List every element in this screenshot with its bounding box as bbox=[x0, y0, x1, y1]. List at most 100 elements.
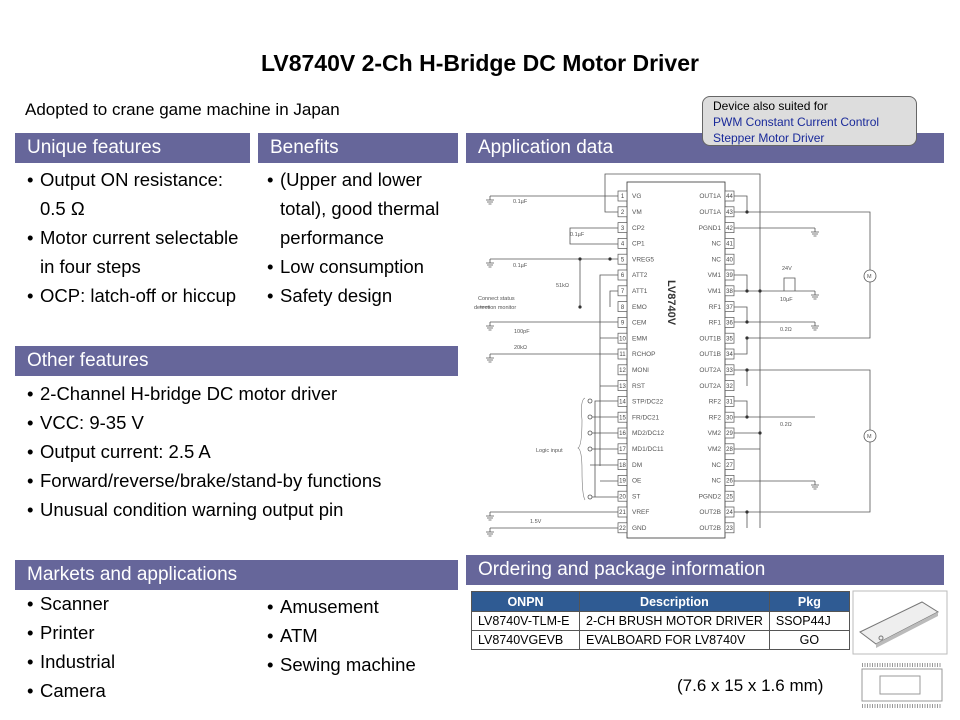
callout-line: PWM Constant Current Control bbox=[713, 115, 880, 129]
column-header: ONPN bbox=[471, 591, 580, 612]
ground-icon bbox=[811, 481, 819, 490]
svg-text:6: 6 bbox=[621, 273, 625, 279]
svg-text:11: 11 bbox=[619, 352, 626, 358]
svg-text:4: 4 bbox=[621, 242, 625, 248]
voltage-label: 24V bbox=[782, 266, 792, 272]
pin-label: CEM bbox=[632, 320, 646, 327]
list-item: ATM bbox=[267, 621, 457, 650]
ground-icon bbox=[811, 228, 819, 237]
pin-label: GND bbox=[632, 525, 647, 532]
ground-icon bbox=[486, 322, 494, 331]
pin-label: RST bbox=[632, 383, 645, 390]
pin-label: OUT2A bbox=[699, 367, 721, 374]
pin-label: ST bbox=[632, 493, 640, 500]
package-image bbox=[852, 590, 948, 708]
unique-features-header: Unique features bbox=[15, 133, 250, 163]
pin: 10 EMM 35 OUT1B bbox=[617, 332, 735, 344]
pin-label: EMO bbox=[632, 304, 647, 311]
application-schematic: 0.1µF 0.1µF 0.1µF 51kΩ Connect status de… bbox=[474, 173, 877, 539]
svg-text:34: 34 bbox=[726, 352, 733, 358]
pin-label: OE bbox=[632, 478, 642, 485]
list-item: Motor current selectable in four steps bbox=[27, 223, 252, 281]
pin-label: VREG5 bbox=[632, 256, 654, 263]
table-cell: SSOP44J bbox=[768, 611, 850, 631]
table-cell: GO bbox=[768, 630, 850, 650]
pin-label: OUT1B bbox=[699, 335, 721, 342]
svg-text:9: 9 bbox=[621, 321, 625, 327]
pin-label: OUT1A bbox=[699, 209, 721, 216]
pin-label: PGND1 bbox=[699, 225, 722, 232]
list-item: Camera bbox=[27, 676, 227, 705]
svg-text:37: 37 bbox=[726, 305, 733, 311]
pin-label: RF2 bbox=[709, 399, 722, 406]
list-item: VCC: 9-35 V bbox=[27, 408, 457, 437]
svg-text:31: 31 bbox=[726, 400, 733, 406]
pin: 9 CEM 36 RF1 bbox=[617, 317, 735, 328]
svg-text:21: 21 bbox=[619, 510, 626, 516]
resistor-label: 0.2Ω bbox=[780, 327, 792, 333]
ground-icon bbox=[486, 512, 494, 521]
cap-label: 0.1µF bbox=[513, 263, 528, 269]
svg-text:40: 40 bbox=[726, 257, 733, 263]
logic-input-label: Logic input bbox=[536, 448, 563, 454]
benefits-header: Benefits bbox=[258, 133, 458, 163]
pin-label: RF1 bbox=[709, 304, 722, 311]
pin: 2 VM 43 OUT1A bbox=[617, 206, 735, 218]
pin-label: RCHOP bbox=[632, 351, 655, 358]
pin-label: ATT1 bbox=[632, 288, 648, 295]
pin-label: OUT1A bbox=[699, 193, 721, 200]
pin: 5 VREG5 40 NC bbox=[617, 253, 735, 265]
ground-icon bbox=[811, 291, 819, 300]
list-item: Output ON resistance: 0.5 Ω bbox=[27, 165, 252, 223]
pin: 22 GND 23 OUT2B bbox=[617, 522, 735, 534]
pin-label: VG bbox=[632, 193, 641, 200]
svg-text:44: 44 bbox=[726, 194, 733, 200]
list-item: Output current: 2.5 A bbox=[27, 437, 457, 466]
ordering-table: ONPN Description Pkg LV8740V-TLM-E 2-CH … bbox=[471, 591, 850, 650]
pin-label: VM2 bbox=[708, 446, 722, 453]
list-item: Industrial bbox=[27, 647, 227, 676]
svg-text:23: 23 bbox=[726, 526, 733, 532]
column-header: Pkg bbox=[768, 591, 850, 612]
pin-label: OUT1B bbox=[699, 351, 721, 358]
svg-text:1: 1 bbox=[621, 194, 625, 200]
svg-text:13: 13 bbox=[619, 384, 626, 390]
resistor-label: 51kΩ bbox=[556, 283, 569, 289]
pin: 7 ATT1 38 VM1 bbox=[617, 285, 735, 297]
pin-label: NC bbox=[712, 478, 722, 485]
pin: 15 FR/DC21 30 RF2 bbox=[617, 411, 735, 423]
svg-text:10: 10 bbox=[619, 336, 626, 342]
svg-text:35: 35 bbox=[726, 336, 733, 342]
markets-list-2: Amusement ATM Sewing machine bbox=[267, 592, 457, 679]
pin-label: MD2/DC12 bbox=[632, 430, 665, 437]
pin-label: VREF bbox=[632, 509, 649, 516]
pin-label: RF1 bbox=[709, 320, 722, 327]
svg-text:5: 5 bbox=[621, 257, 625, 263]
package-dimensions: (7.6 x 15 x 1.6 mm) bbox=[677, 676, 824, 695]
ordering-header: Ordering and package information bbox=[466, 555, 944, 585]
list-item: Low consumption bbox=[267, 252, 462, 281]
benefits-list: (Upper and lower total), good thermal pe… bbox=[267, 165, 462, 310]
svg-text:27: 27 bbox=[726, 463, 733, 469]
pin: 21 VREF 24 OUT2B bbox=[617, 506, 735, 518]
monitor-label: Connect status bbox=[478, 296, 515, 302]
pin: 12 MONI 33 OUT2A bbox=[617, 364, 735, 376]
ground-icon bbox=[486, 528, 494, 537]
pin-label: FR/DC21 bbox=[632, 414, 659, 421]
svg-text:39: 39 bbox=[726, 273, 733, 279]
callout-box: Device also suited for PWM Constant Curr… bbox=[702, 96, 917, 146]
column-header: Description bbox=[579, 591, 770, 612]
table-row: LV8740VGEVB EVALBOARD FOR LV8740V GO bbox=[471, 630, 850, 650]
pin: 3 CP2 42 PGND1 bbox=[617, 222, 735, 233]
cap-label: 0.1µF bbox=[513, 199, 528, 205]
table-cell: LV8740V-TLM-E bbox=[471, 611, 580, 631]
monitor-label: detection monitor bbox=[474, 305, 516, 311]
pin-label: DM bbox=[632, 462, 642, 469]
pin: 18 DM 27 NC bbox=[617, 459, 735, 470]
svg-text:28: 28 bbox=[726, 447, 733, 453]
svg-text:7: 7 bbox=[621, 289, 625, 295]
ground-icon bbox=[486, 259, 494, 268]
svg-text:32: 32 bbox=[726, 384, 733, 390]
svg-text:19: 19 bbox=[619, 479, 626, 485]
pin-label: CP1 bbox=[632, 241, 645, 248]
